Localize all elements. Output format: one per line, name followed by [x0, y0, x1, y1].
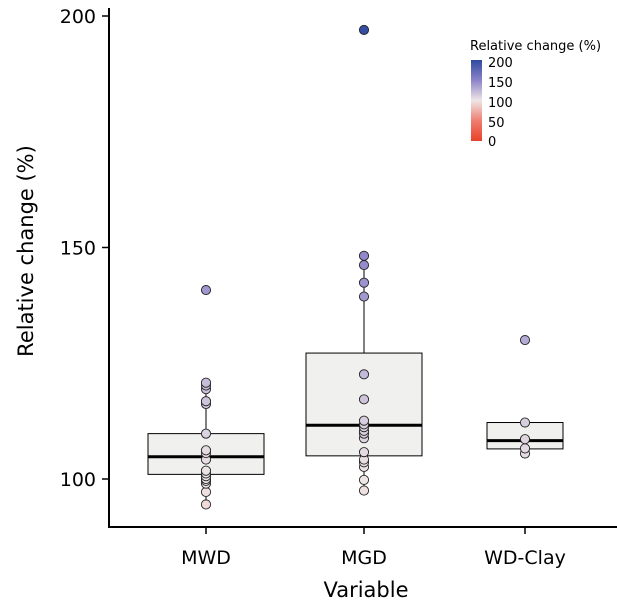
data-point	[358, 250, 370, 261]
data-point	[358, 447, 370, 458]
x-tick-label: MWD	[181, 547, 231, 569]
data-point	[358, 277, 370, 288]
x-tick-label: MGD	[341, 547, 387, 569]
data-point	[200, 428, 212, 439]
y-ticks: 100 150 200	[60, 6, 109, 491]
y-tick-label: 150	[60, 238, 96, 260]
x-axis-title: Variable	[323, 578, 408, 602]
data-point	[200, 445, 212, 456]
y-tick-label: 200	[60, 6, 96, 28]
data-point	[200, 465, 212, 476]
data-point	[519, 443, 531, 454]
x-tick-label: WD-Clay	[484, 547, 566, 569]
data-point	[200, 396, 212, 407]
color-legend: Relative change (%) 200 150 100 50 0	[470, 39, 601, 150]
legend-colorbar	[471, 60, 482, 141]
legend-title: Relative change (%)	[470, 39, 601, 54]
y-tick-label: 100	[60, 469, 96, 491]
legend-tick-label: 200	[488, 56, 513, 71]
data-point	[358, 369, 370, 380]
data-point	[358, 260, 370, 271]
legend-tick-label: 50	[488, 116, 505, 131]
points-layer	[200, 24, 531, 510]
legend-tick-label: 150	[488, 76, 513, 91]
data-point	[358, 24, 370, 35]
data-point	[358, 474, 370, 485]
data-point	[519, 417, 531, 428]
x-ticks: MWD MGD WD-Clay	[181, 527, 566, 569]
data-point	[200, 499, 212, 510]
data-point	[200, 486, 212, 498]
legend-tick-label: 0	[488, 135, 496, 150]
data-point	[358, 415, 370, 426]
y-axis-title: Relative change (%)	[14, 145, 38, 357]
data-point	[519, 335, 531, 346]
data-point	[358, 394, 370, 405]
data-point	[200, 285, 212, 296]
data-point	[358, 485, 370, 496]
legend-tick-label: 100	[488, 96, 513, 111]
data-point	[519, 434, 531, 445]
data-point	[200, 377, 212, 388]
data-point	[358, 291, 370, 302]
